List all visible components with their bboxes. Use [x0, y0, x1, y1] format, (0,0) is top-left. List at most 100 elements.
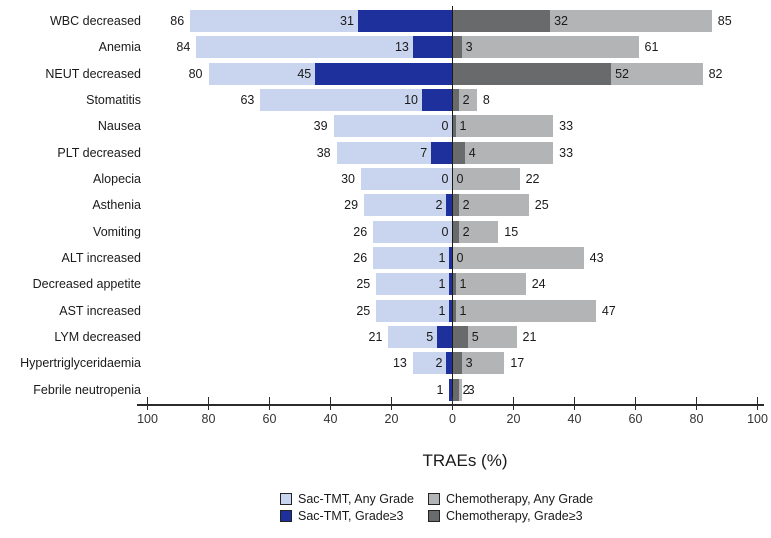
x-axis-tick [695, 397, 698, 410]
x-axis-tick [756, 397, 759, 410]
bar-chemo-grade3 [452, 325, 468, 348]
bar-chemo-grade3 [452, 62, 612, 85]
bar-chemo-grade3 [452, 378, 459, 401]
value-label-sac-any: 63 [240, 92, 255, 107]
category-label: Febrile neutropenia [33, 382, 141, 397]
value-label-sac-grade3: 7 [420, 145, 428, 160]
value-label-sac-grade3: 0 [441, 224, 449, 239]
value-label-sac-any: 1 [436, 382, 444, 397]
category-label: LYM decreased [54, 329, 141, 344]
value-label-sac-any: 29 [344, 198, 359, 213]
bar-sac-grade3 [422, 88, 453, 111]
bar-chemo-grade3 [452, 299, 456, 322]
bar-chemo-any [452, 273, 526, 296]
bar-chemo-grade3 [452, 273, 456, 296]
x-axis-tick [268, 397, 271, 410]
legend-swatch-icon [428, 493, 441, 505]
value-label-chemo-any: 61 [644, 40, 659, 55]
x-axis-tick [329, 397, 332, 410]
value-label-chemo-grade3: 0 [456, 250, 464, 265]
legend-swatch-icon [280, 510, 292, 522]
bar-sac-any [196, 36, 453, 59]
bar-chemo-grade3 [452, 115, 456, 138]
legend-label: Sac-TMT, Grade≥3 [298, 509, 404, 523]
bar-chemo-any [452, 299, 596, 322]
value-label-sac-any: 39 [313, 119, 328, 134]
value-label-chemo-grade3: 2 [462, 92, 470, 107]
x-axis-tick-label: 100 [137, 412, 158, 426]
value-label-chemo-any: 43 [589, 250, 604, 265]
category-label: Asthenia [92, 198, 141, 213]
category-label: Decreased appetite [32, 277, 141, 292]
bar-sac-grade3 [449, 273, 453, 296]
value-label-chemo-any: 8 [482, 92, 490, 107]
value-label-sac-grade3: 31 [340, 14, 354, 28]
legend-item: Sac-TMT, Grade≥3 [280, 509, 414, 523]
value-label-sac-grade3: 1 [438, 303, 446, 318]
bar-sac-any [364, 194, 453, 217]
bar-sac-any [388, 325, 453, 348]
value-label-sac-any: 38 [316, 145, 331, 160]
value-label-sac-grade3: 1 [438, 250, 446, 265]
value-label-sac-any: 21 [368, 329, 383, 344]
bar-sac-grade3 [357, 10, 453, 32]
bar-sac-grade3 [412, 36, 453, 59]
value-label-chemo-any: 24 [531, 277, 546, 292]
x-axis-tick-label: 40 [567, 412, 582, 426]
x-axis-tick-label: 60 [628, 412, 643, 426]
value-label-chemo-grade3: 4 [468, 145, 476, 160]
value-label-sac-any: 25 [356, 277, 371, 292]
value-label-sac-grade3: 0 [441, 119, 449, 134]
bar-sac-grade3 [446, 352, 453, 375]
x-axis-tick [207, 397, 210, 410]
x-axis-tick [634, 397, 637, 410]
legend-swatch-icon [428, 510, 441, 522]
value-label-chemo-any: 82 [708, 66, 723, 81]
x-axis-line [137, 404, 764, 406]
category-label: Vomiting [93, 224, 141, 239]
x-axis-tick-label: 80 [689, 412, 704, 426]
bar-chemo-any [452, 88, 477, 111]
bar-sac-grade3 [449, 299, 453, 322]
category-label: Hypertriglyceridaemia [20, 356, 141, 371]
value-label-chemo-grade3: 3 [465, 356, 473, 371]
bar-sac-any [373, 220, 453, 243]
bar-chemo-any [452, 352, 505, 375]
value-label-chemo-grade3: 2 [462, 198, 470, 213]
x-axis-tick-label: 20 [384, 412, 399, 426]
x-axis-tick-label: 80 [201, 412, 216, 426]
bar-sac-any [260, 88, 453, 111]
category-label: Anemia [98, 40, 141, 55]
value-label-sac-grade3: 10 [404, 92, 418, 107]
value-label-chemo-any: 33 [559, 145, 574, 160]
bar-sac-grade3 [446, 194, 453, 217]
bar-chemo-grade3 [452, 141, 465, 164]
x-axis-tick-label: 0 [449, 412, 456, 426]
bar-chemo-any [452, 220, 499, 243]
category-label: NEUT decreased [45, 66, 141, 81]
bar-chemo-any [452, 36, 639, 59]
category-label: AST increased [59, 303, 141, 318]
value-label-chemo-grade3: 52 [615, 66, 629, 81]
value-label-chemo-grade3: 32 [554, 14, 568, 28]
bar-sac-any [376, 299, 453, 322]
bar-chemo-grade3 [452, 194, 459, 217]
value-label-sac-grade3: 45 [297, 66, 312, 81]
legend-item: Chemotherapy, Any Grade [428, 492, 593, 506]
x-axis-tick [390, 397, 393, 410]
bar-chemo-any [452, 115, 554, 138]
bar-sac-any [333, 115, 453, 138]
value-label-chemo-any: 33 [559, 119, 574, 134]
x-axis-tick [146, 397, 149, 410]
category-label: ALT increased [61, 250, 141, 265]
x-axis-tick-label: 20 [506, 412, 521, 426]
category-label: WBC decreased [49, 14, 141, 28]
category-label: Alopecia [93, 171, 141, 186]
x-axis-tick [573, 397, 576, 410]
value-label-chemo-any: 15 [504, 224, 519, 239]
x-axis-tick-label: 100 [747, 412, 768, 426]
value-label-chemo-any: 21 [522, 329, 537, 344]
legend-item: Chemotherapy, Grade≥3 [428, 509, 593, 523]
bar-sac-any [361, 167, 453, 190]
chart-legend: Sac-TMT, Any Grade Chemotherapy, Any Grad… [280, 492, 593, 523]
